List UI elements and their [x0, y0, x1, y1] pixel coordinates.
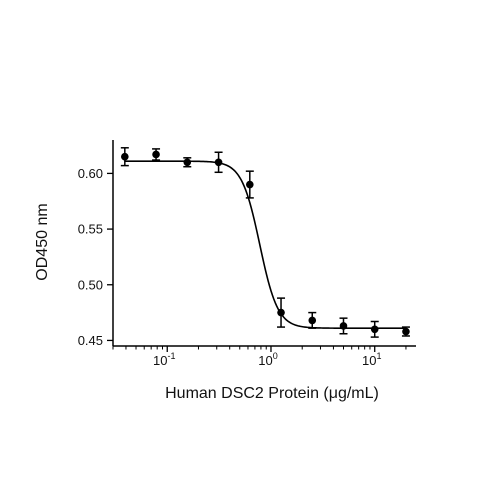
data-point — [245, 170, 254, 199]
x-tick-label: 101 — [362, 351, 381, 368]
data-marker — [402, 327, 410, 336]
data-point — [339, 317, 348, 335]
data-point — [308, 311, 317, 329]
y-tick-label: 0.45 — [78, 333, 103, 348]
data-marker — [214, 158, 223, 167]
data-point — [401, 326, 410, 337]
data-marker — [308, 316, 317, 325]
data-marker — [246, 180, 254, 189]
x-axis-title: Human DSC2 Protein (μg/mL) — [165, 385, 379, 402]
data-point — [120, 147, 129, 167]
fit-curve — [124, 160, 406, 329]
x-tick-label: 10-1 — [153, 351, 175, 368]
x-tick-label: 100 — [258, 351, 277, 368]
data-point — [277, 297, 286, 328]
y-tick-label: 0.55 — [78, 222, 103, 237]
data-marker — [121, 152, 129, 161]
data-points-group — [120, 147, 410, 338]
data-marker — [183, 158, 192, 167]
data-point — [370, 320, 379, 338]
data-marker — [370, 325, 379, 334]
y-axis-title: OD450 nm — [34, 203, 51, 280]
data-marker — [152, 150, 160, 159]
data-point — [183, 157, 192, 168]
data-marker — [339, 322, 348, 330]
fit-curve-group — [124, 160, 406, 329]
y-tick-label: 0.60 — [78, 166, 103, 181]
axes: 0.45 0.50 0.55 0.60 10-1 100 101 — [78, 140, 416, 368]
data-point — [214, 151, 223, 174]
data-marker — [277, 308, 285, 317]
data-point — [152, 148, 161, 161]
y-tick-label: 0.50 — [78, 277, 103, 292]
